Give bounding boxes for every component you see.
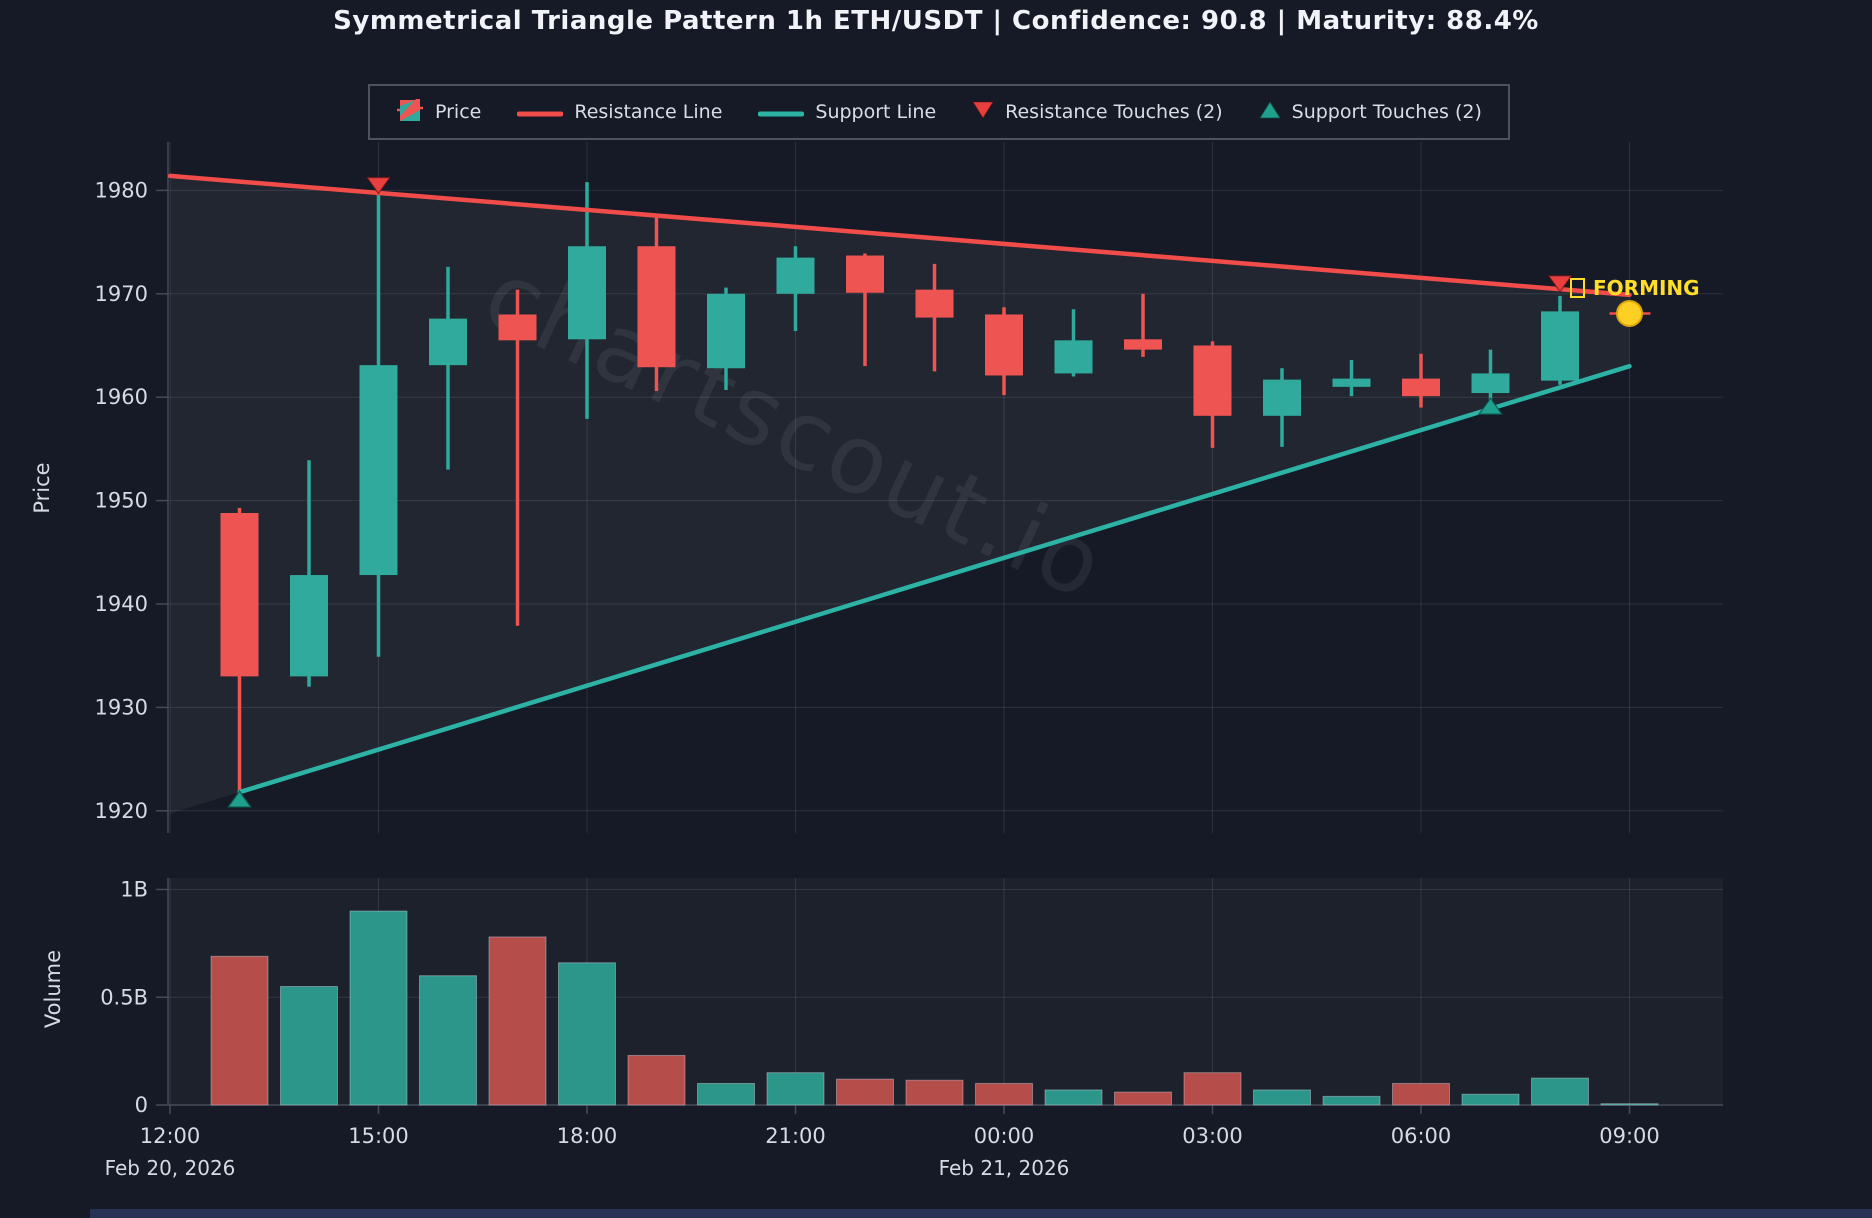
volume-bar — [280, 985, 338, 1106]
volume-bar — [488, 936, 547, 1106]
resistance-touch-marker — [1547, 274, 1573, 294]
legend: Price Resistance Line Support Line Resis… — [368, 84, 1510, 140]
candle-body — [1054, 340, 1093, 374]
legend-item-label: Support Line — [815, 101, 937, 123]
volume-bar — [766, 1072, 825, 1106]
volume-bar — [836, 1078, 894, 1106]
volume-tick-label: 0 — [135, 1093, 148, 1117]
forming-label: FORMING — [1570, 276, 1700, 300]
volume-bar-forming — [1600, 1103, 1659, 1106]
time-tick-label: 12:00 — [140, 1124, 201, 1148]
chart-title: Symmetrical Triangle Pattern 1h ETH/USDT… — [333, 6, 1539, 36]
volume-bar — [1114, 1091, 1172, 1106]
candle-body — [846, 255, 884, 293]
candle-body — [985, 314, 1023, 376]
resistance-touch-marker — [365, 176, 392, 195]
date-label: Feb 21, 2026 — [939, 1156, 1070, 1180]
volume-bar — [419, 975, 477, 1106]
time-tick-label: 03:00 — [1182, 1124, 1243, 1148]
price-tick-label: 1970 — [95, 282, 148, 306]
volume-bar — [975, 1082, 1033, 1106]
legend-item-label: Support Touches (2) — [1291, 101, 1482, 123]
price-tick-label: 1930 — [95, 695, 148, 719]
time-tick-label: 00:00 — [974, 1124, 1035, 1148]
candle-body — [915, 289, 954, 318]
legend-item-support-touches: Support Touches (2) — [1258, 101, 1482, 123]
volume-bar — [1322, 1095, 1381, 1106]
price-tick-label: 1940 — [95, 592, 148, 616]
volume-bar — [1392, 1082, 1450, 1106]
resistance-line — [167, 173, 1632, 298]
forming-label-text: FORMING — [1593, 276, 1700, 300]
support-line-icon — [757, 103, 805, 122]
volume-bar — [1531, 1077, 1589, 1106]
legend-item-resistance-line: Resistance Line — [516, 101, 723, 123]
resistance-touches-icon — [972, 101, 995, 123]
candle-body — [498, 314, 537, 341]
support-line — [237, 363, 1632, 795]
volume-bar — [210, 955, 269, 1106]
candle-body — [1124, 339, 1162, 350]
resistance-line-icon — [516, 103, 564, 122]
candle-body — [1193, 345, 1232, 416]
volume-tick-label: 0.5B — [100, 985, 148, 1009]
price-tick-label: 1960 — [95, 385, 148, 409]
legend-item-support-line: Support Line — [757, 101, 937, 123]
support-touch-marker — [226, 789, 253, 808]
price-axis-title: Price — [30, 462, 54, 514]
time-tick-label: 06:00 — [1391, 1124, 1452, 1148]
date-label: Feb 20, 2026 — [105, 1156, 236, 1180]
candle-body — [1332, 378, 1371, 387]
volume-axis-title: Volume — [41, 949, 65, 1029]
candle-body — [290, 575, 328, 677]
volume-bar — [1461, 1093, 1520, 1106]
legend-item-label: Price — [435, 101, 482, 123]
volume-bar — [627, 1054, 686, 1106]
volume-bar — [697, 1082, 755, 1106]
price-tick-label: 1950 — [95, 489, 148, 513]
candle-body — [1471, 373, 1510, 394]
time-tick-label: 18:00 — [557, 1124, 618, 1148]
time-tick-label: 15:00 — [348, 1124, 409, 1148]
candle-body — [1402, 378, 1440, 397]
legend-item-label: Resistance Touches (2) — [1005, 101, 1223, 123]
volume-tick-label: 1B — [120, 878, 148, 902]
support-touches-icon — [1258, 101, 1281, 123]
volume-bar — [349, 910, 408, 1106]
candle-body — [1263, 379, 1301, 416]
candle-body — [637, 246, 676, 368]
time-tick-label: 21:00 — [765, 1124, 826, 1148]
missing-glyph-icon — [1570, 278, 1585, 298]
volume-bar — [1253, 1089, 1311, 1106]
price-icon — [396, 96, 424, 128]
time-tick-label: 09:00 — [1599, 1124, 1660, 1148]
bottom-edge-strip — [90, 1209, 1872, 1218]
candle-body — [568, 246, 606, 340]
candle-body — [359, 365, 398, 576]
candle-body — [220, 513, 259, 677]
candle-body — [707, 293, 745, 369]
volume-bar — [1183, 1072, 1242, 1106]
candle-body — [429, 318, 467, 366]
volume-bar — [1044, 1089, 1103, 1106]
price-tick-label: 1920 — [95, 799, 148, 823]
forming-dot — [1616, 299, 1643, 327]
legend-item-resistance-touches: Resistance Touches (2) — [972, 101, 1223, 123]
price-tick-label: 1980 — [95, 178, 148, 202]
candle-body — [1541, 311, 1579, 381]
volume-bar — [905, 1079, 964, 1106]
support-touch-marker — [1477, 396, 1504, 415]
volume-bar — [558, 962, 616, 1106]
candle-body — [776, 257, 815, 294]
legend-item-label: Resistance Line — [574, 101, 723, 123]
legend-item-price: Price — [396, 96, 481, 128]
